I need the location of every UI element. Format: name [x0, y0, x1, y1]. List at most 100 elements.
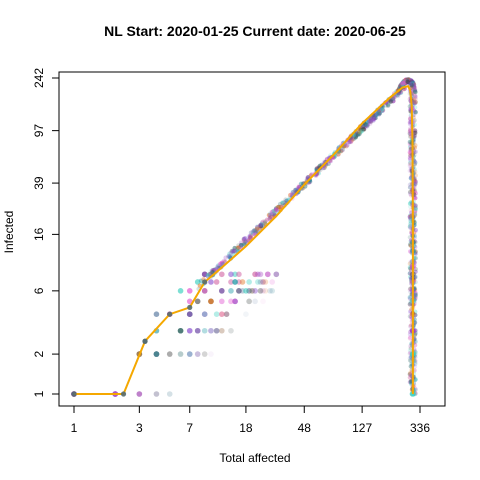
sim-point: [412, 239, 418, 244]
sim-point: [290, 189, 296, 195]
sim-point: [264, 271, 271, 278]
x-tick-label: 127: [352, 421, 372, 435]
sim-point: [413, 360, 418, 365]
sim-point: [405, 79, 410, 84]
sim-point: [236, 245, 242, 250]
sim-point: [263, 219, 268, 225]
sim-point: [407, 129, 413, 134]
sim-point: [252, 288, 258, 294]
sim-point: [186, 327, 193, 334]
sim-point: [407, 150, 413, 155]
sim-point: [372, 114, 377, 120]
sim-point: [413, 173, 418, 178]
sim-point: [413, 181, 418, 186]
sim-point: [407, 189, 413, 195]
x-tick-label: 7: [186, 421, 193, 435]
sim-point: [408, 266, 413, 271]
sim-point: [407, 213, 413, 219]
sim-point: [413, 100, 418, 105]
sim-point: [198, 278, 204, 283]
sim-point: [413, 291, 418, 297]
sim-point: [290, 190, 296, 195]
sim-point: [136, 391, 143, 397]
sim-point: [236, 243, 241, 248]
sim-point: [409, 83, 415, 88]
sim-point: [280, 200, 286, 205]
sim-point: [412, 131, 417, 136]
sim-point: [413, 244, 418, 250]
sim-point: [292, 187, 298, 193]
sim-point: [413, 290, 418, 296]
observed-point: [187, 304, 193, 311]
sim-point: [407, 214, 413, 219]
sim-point: [230, 249, 235, 254]
sim-point: [407, 358, 413, 363]
sim-point: [194, 351, 201, 357]
sim-point: [411, 82, 417, 88]
sim-point: [260, 298, 266, 305]
sim-point: [396, 93, 401, 99]
sim-point: [413, 387, 418, 392]
sim-point: [269, 214, 274, 220]
sim-point: [413, 96, 418, 102]
sim-point: [408, 310, 413, 316]
sim-point: [407, 261, 413, 266]
sim-point: [408, 286, 413, 292]
x-tick-label: 48: [298, 421, 312, 435]
sim-point: [407, 379, 413, 385]
sim-point: [194, 327, 201, 334]
x-tick-label: 18: [239, 421, 253, 435]
sim-point: [289, 192, 294, 197]
sim-point: [357, 130, 362, 135]
sim-point: [408, 225, 413, 231]
sim-point: [369, 117, 375, 123]
x-axis: 1 3 7 18 48 127 336: [71, 405, 430, 435]
sim-point: [407, 139, 413, 145]
sim-point: [269, 214, 274, 220]
sim-point: [166, 391, 173, 397]
sim-point: [273, 207, 279, 212]
sim-point: [408, 358, 413, 364]
sim-point: [235, 245, 241, 251]
sim-point: [413, 359, 418, 365]
sim-point: [413, 269, 418, 274]
y-axis-label: Infected: [2, 211, 16, 254]
sim-point: [413, 169, 418, 174]
sim-point: [407, 214, 413, 220]
sim-point: [412, 88, 417, 93]
sim-point: [413, 295, 418, 300]
sim-point: [239, 288, 246, 294]
sim-point: [213, 327, 220, 334]
sim-point: [228, 298, 234, 305]
sim-point: [232, 245, 237, 251]
sim-point: [413, 109, 418, 115]
sim-point: [413, 99, 418, 105]
sim-point: [407, 348, 413, 353]
sim-point: [246, 279, 252, 285]
sim-point: [412, 93, 418, 98]
sim-point: [201, 311, 208, 317]
sim-point: [228, 327, 234, 334]
sim-point: [260, 279, 266, 285]
sim-point: [269, 288, 275, 294]
sim-point: [412, 182, 418, 187]
sim-point: [219, 327, 225, 334]
sim-point: [136, 391, 143, 397]
sim-point: [412, 129, 418, 134]
sim-point: [252, 288, 258, 294]
sim-point: [177, 288, 184, 294]
sim-point: [336, 151, 341, 157]
sim-point: [206, 272, 212, 277]
sim-point: [408, 309, 413, 314]
sim-point: [208, 351, 214, 357]
sim-point: [228, 250, 234, 256]
sim-point: [413, 195, 418, 201]
sim-point: [413, 292, 418, 298]
sim-point: [392, 94, 398, 100]
sim-point: [412, 118, 417, 123]
sim-point: [408, 324, 413, 329]
sim-point: [407, 155, 413, 160]
sim-point: [153, 311, 160, 317]
sim-point: [408, 213, 413, 218]
sim-point: [407, 265, 413, 270]
